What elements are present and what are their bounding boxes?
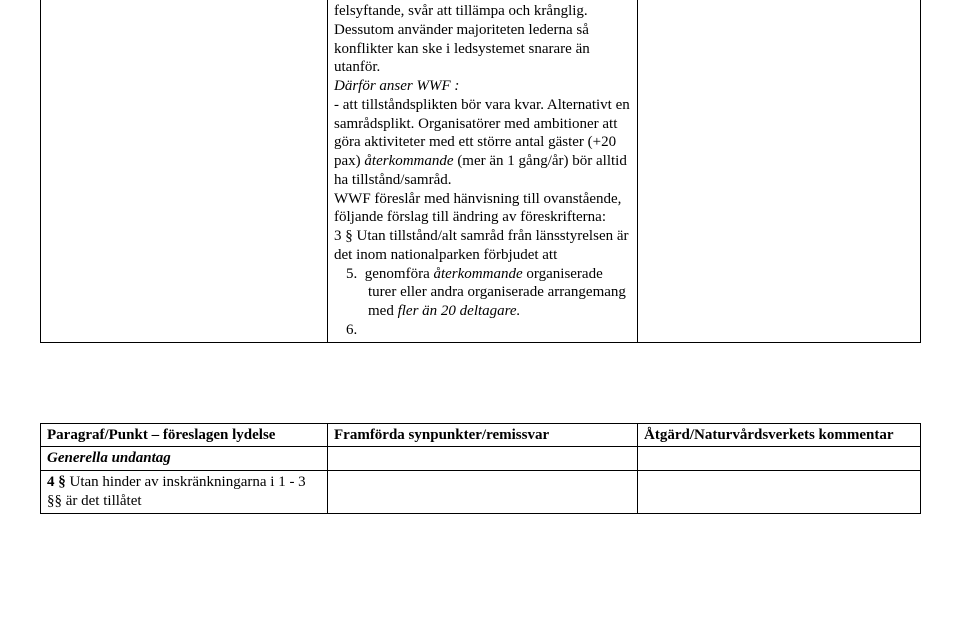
lower-r2c2 [328, 471, 638, 514]
lower-h1: Paragraf/Punkt – föreslagen lydelse [41, 423, 328, 447]
lower-h3: Åtgärd/Naturvårdsverkets kommentar [638, 423, 921, 447]
upper-p4: 3 § Utan tillstånd/alt samråd från länss… [334, 228, 629, 263]
upper-cell-left [41, 0, 328, 342]
upper-cell-right [638, 0, 921, 342]
lower-r2c1: 4 § Utan hinder av inskränkningarna i 1 … [41, 471, 328, 514]
lower-r2c1a: 4 § [47, 474, 66, 490]
lower-r2c1b: Utan hinder av inskränkningarna i 1 - 3 … [47, 474, 306, 509]
upper-li5a-i: återkommande [433, 266, 522, 282]
upper-cell-middle: felsyftande, svår att tillämpa och krång… [328, 0, 638, 342]
upper-p2a: Därför anser WWF : [334, 78, 459, 94]
lower-r1c1: Generella undantag [41, 447, 328, 471]
upper-li5b-i: fler än 20 deltagare. [398, 303, 521, 319]
lower-r1c1-text: Generella undantag [47, 450, 171, 466]
upper-li5a: genomföra [365, 266, 434, 282]
upper-table: felsyftande, svår att tillämpa och krång… [40, 0, 921, 343]
upper-li6: 6. [346, 322, 357, 338]
lower-r2c3 [638, 471, 921, 514]
lower-h2: Framförda synpunkter/remissvar [328, 423, 638, 447]
upper-p2b-i: återkommande [364, 153, 453, 169]
lower-r1c2 [328, 447, 638, 471]
lower-table: Paragraf/Punkt – föreslagen lydelse Fram… [40, 423, 921, 514]
upper-li5-num: 5. [346, 266, 357, 282]
upper-p3: WWF föreslår med hänvisning till ovanstå… [334, 191, 621, 226]
upper-p1: felsyftande, svår att tillämpa och krång… [334, 3, 590, 75]
lower-r1c3 [638, 447, 921, 471]
